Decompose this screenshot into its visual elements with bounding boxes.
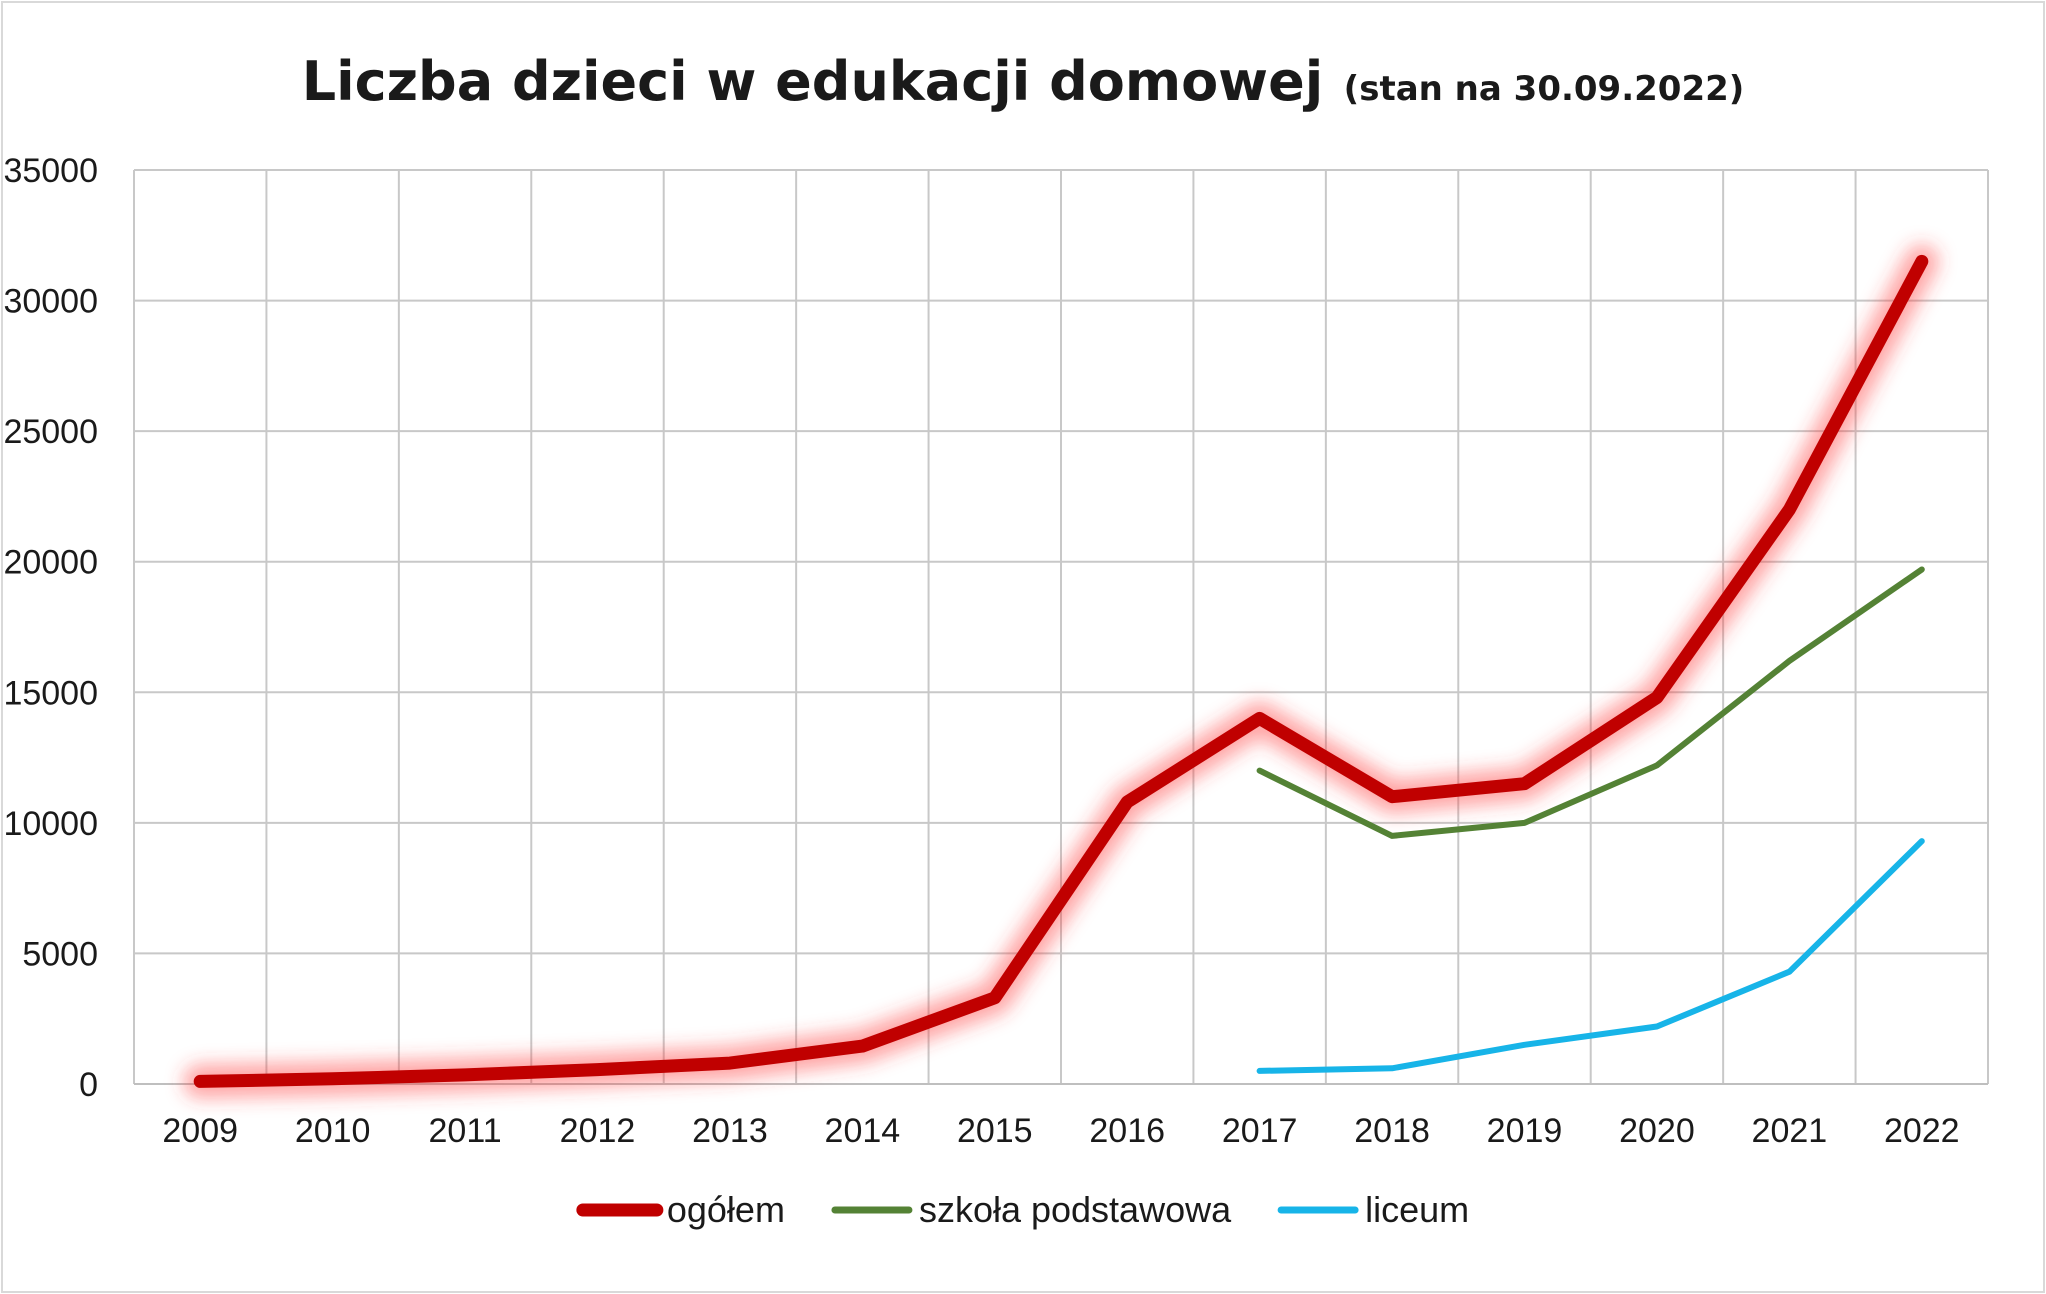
- chart-subtitle: (stan na 30.09.2022): [1344, 69, 1745, 109]
- y-tick-label: 10000: [3, 805, 98, 843]
- x-tick-label: 2015: [957, 1112, 1033, 1150]
- x-tick-label: 2010: [295, 1112, 371, 1150]
- y-axis-tick-labels: 0 5000 10000 15000 20000 25000 30000 35000: [3, 152, 98, 1104]
- legend-item-ogolem: ogółem: [576, 1189, 785, 1230]
- series-line-ogolem: [193, 254, 1929, 1088]
- chart-title-main: Liczba dzieci w edukacji domowej: [302, 50, 1324, 113]
- legend-item-szkola-podstawowa: szkoła podstawowa: [831, 1189, 1232, 1230]
- x-tick-label: 2012: [560, 1112, 636, 1150]
- y-tick-label: 20000: [3, 544, 98, 582]
- y-tick-label: 35000: [3, 152, 98, 190]
- chart-legend: ogółem szkoła podstawowa liceum: [576, 1189, 1469, 1230]
- x-tick-label: 2018: [1354, 1112, 1430, 1150]
- y-tick-label: 30000: [3, 283, 98, 321]
- chart-title: Liczba dzieci w edukacji domowej (stan n…: [302, 50, 1745, 113]
- x-axis-tick-labels: 2009 2010 2011 2012 2013 2014 2015 2016 2017 2018…: [162, 1112, 1959, 1150]
- series-line-szkola-podstawowa: [1256, 566, 1925, 839]
- series-liceum: [1256, 838, 1925, 1074]
- legend-item-liceum: liceum: [1277, 1189, 1469, 1230]
- x-tick-label: 2017: [1222, 1112, 1298, 1150]
- y-tick-label: 5000: [22, 935, 98, 973]
- x-tick-label: 2020: [1619, 1112, 1695, 1150]
- legend-label: liceum: [1365, 1189, 1469, 1230]
- series-layer: [183, 244, 1939, 1099]
- x-tick-label: 2014: [825, 1112, 901, 1150]
- chart-title-group: Liczba dzieci w edukacji domowej (stan n…: [302, 50, 1745, 113]
- x-tick-label: 2013: [692, 1112, 768, 1150]
- series-szkola-podstawowa: [1256, 566, 1925, 839]
- series-ogolem: [183, 244, 1939, 1099]
- x-tick-label: 2021: [1752, 1112, 1828, 1150]
- x-tick-label: 2011: [429, 1112, 502, 1150]
- legend-label: ogółem: [667, 1189, 785, 1230]
- series-line-liceum: [1256, 838, 1925, 1074]
- x-tick-label: 2019: [1487, 1112, 1563, 1150]
- y-tick-label: 0: [79, 1066, 98, 1104]
- x-tick-label: 2016: [1089, 1112, 1165, 1150]
- legend-label: szkoła podstawowa: [919, 1189, 1232, 1230]
- y-tick-label: 25000: [3, 413, 98, 451]
- x-tick-label: 2022: [1884, 1112, 1960, 1150]
- x-tick-label: 2009: [162, 1112, 238, 1150]
- vertical-gridlines: [133, 170, 1989, 1084]
- y-tick-label: 15000: [3, 674, 98, 712]
